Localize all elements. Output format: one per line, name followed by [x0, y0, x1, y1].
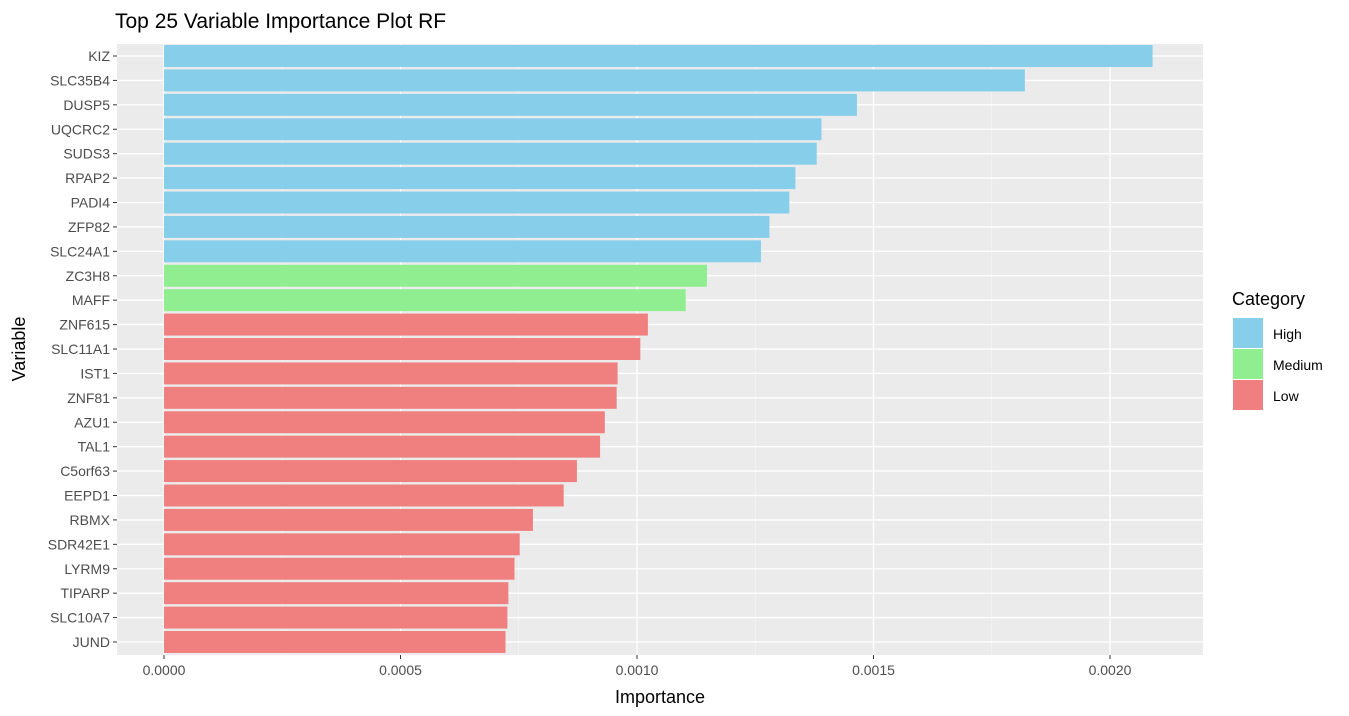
y-axis-title: Variable: [9, 317, 29, 382]
chart-title: Top 25 Variable Importance Plot RF: [115, 10, 446, 33]
bar-znf615: [164, 313, 648, 336]
bar-ist1: [164, 362, 618, 385]
bar-tiparp: [164, 582, 509, 605]
x-tick-label: 0.0015: [852, 662, 895, 678]
x-tick-label: 0.0020: [1089, 662, 1132, 678]
x-tick-label: 0.0000: [143, 662, 186, 678]
bar-kiz: [164, 45, 1153, 67]
y-tick-label: LYRM9: [64, 561, 110, 577]
legend: Category High Medium Low: [1232, 289, 1323, 410]
bar-zc3h8: [164, 264, 708, 287]
x-axis-title: Importance: [615, 687, 705, 707]
y-tick-label: C5orf63: [60, 463, 110, 479]
y-tick-label: SLC35B4: [50, 72, 110, 88]
y-tick-label: AZU1: [74, 414, 110, 430]
bar-padi4: [164, 191, 790, 214]
y-tick-label: EEPD1: [64, 488, 110, 504]
bar-tal1: [164, 435, 601, 458]
bar-suds3: [164, 142, 817, 165]
bar-dusp5: [164, 93, 857, 116]
bar-zfp82: [164, 215, 770, 238]
y-tick-label: SDR42E1: [48, 536, 110, 552]
bar-c5orf63: [164, 460, 577, 483]
y-tick-label: KIZ: [88, 48, 110, 64]
legend-key-low: [1233, 380, 1263, 410]
x-tick-label: 0.0010: [616, 662, 659, 678]
bar-slc35b4: [164, 69, 1025, 92]
y-tick-label: SLC10A7: [50, 610, 110, 626]
legend-key-high: [1233, 318, 1263, 348]
y-tick-label: RPAP2: [65, 170, 110, 186]
legend-title: Category: [1232, 289, 1305, 309]
bar-jund: [164, 631, 506, 653]
y-tick-label: ZNF81: [67, 390, 110, 406]
legend-label-medium: Medium: [1273, 357, 1323, 373]
legend-label-high: High: [1273, 326, 1302, 342]
bar-rbmx: [164, 508, 533, 531]
y-tick-label: MAFF: [72, 292, 110, 308]
bar-slc11a1: [164, 338, 641, 360]
y-tick-label: PADI4: [71, 195, 111, 211]
bar-eepd1: [164, 484, 564, 507]
y-tick-label: SLC11A1: [51, 341, 110, 357]
y-tick-label: TIPARP: [60, 585, 110, 601]
y-tick-label: JUND: [73, 634, 110, 650]
x-axis: 0.0000 0.0005 0.0010 0.0015 0.0020: [143, 655, 1132, 678]
bar-uqcrc2: [164, 118, 822, 141]
y-tick-label: ZC3H8: [66, 268, 111, 284]
bar-slc24a1: [164, 240, 761, 263]
y-tick-label: RBMX: [70, 512, 111, 528]
bars: [164, 45, 1153, 653]
legend-key-medium: [1233, 349, 1263, 379]
y-tick-label: ZFP82: [68, 219, 110, 235]
bar-rpap2: [164, 167, 796, 190]
y-tick-label: UQCRC2: [51, 121, 110, 137]
bar-maff: [164, 289, 686, 312]
bar-lyrm9: [164, 557, 515, 580]
bar-znf81: [164, 386, 617, 409]
y-axis: KIZ SLC35B4 DUSP5 UQCRC2 SUDS3 RPAP2 PADI4 ZFP8…: [48, 48, 117, 650]
y-tick-label: ZNF615: [59, 317, 110, 333]
legend-label-low: Low: [1273, 388, 1300, 404]
bar-azu1: [164, 411, 605, 434]
y-tick-label: DUSP5: [63, 97, 110, 113]
y-tick-label: SLC24A1: [50, 243, 110, 259]
y-tick-label: SUDS3: [63, 146, 110, 162]
x-tick-label: 0.0005: [379, 662, 422, 678]
y-tick-label: IST1: [80, 365, 110, 381]
bar-slc10a7: [164, 606, 508, 629]
bar-sdr42e1: [164, 533, 520, 556]
y-tick-label: TAL1: [78, 439, 111, 455]
